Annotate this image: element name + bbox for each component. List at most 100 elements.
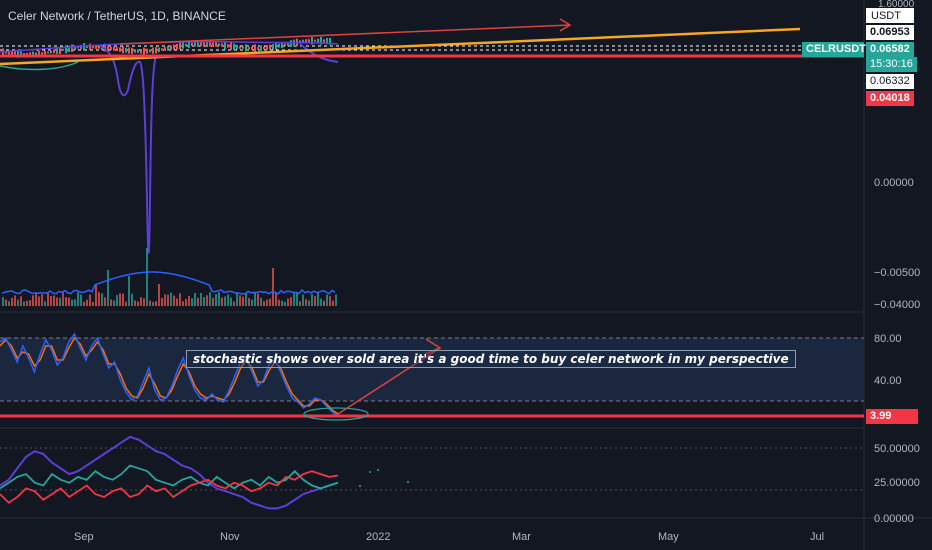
volume-bar bbox=[290, 297, 292, 306]
volume-bar bbox=[155, 301, 157, 306]
candle bbox=[8, 50, 10, 55]
candle bbox=[50, 50, 52, 54]
volume-bar bbox=[278, 299, 280, 306]
volume-bar bbox=[275, 292, 277, 306]
time-label-may: May bbox=[658, 531, 679, 543]
symbol-title[interactable]: Celer Network / TetherUS, 1D, BINANCE bbox=[8, 9, 226, 23]
oversold-ellipse bbox=[303, 407, 369, 421]
volume-bar bbox=[68, 297, 70, 306]
candle bbox=[227, 44, 229, 48]
volume-bar bbox=[74, 299, 76, 306]
volume-bar bbox=[110, 299, 112, 306]
dmi-label-25: 25.00000 bbox=[874, 477, 920, 489]
candle bbox=[131, 47, 133, 55]
candle bbox=[287, 42, 289, 46]
volume-bar bbox=[206, 295, 208, 306]
price-tag-current: 0.06582 bbox=[866, 42, 914, 57]
price-tag-upper: 0.06953 bbox=[866, 25, 914, 40]
volume-bar bbox=[14, 295, 16, 306]
candle bbox=[65, 45, 67, 54]
candle bbox=[215, 42, 217, 47]
volume-bar bbox=[248, 298, 250, 306]
stoch-band bbox=[0, 338, 864, 401]
volume-bar bbox=[182, 301, 184, 306]
volume-bar bbox=[197, 297, 199, 306]
volume-bar bbox=[323, 300, 325, 306]
volume-bar bbox=[65, 297, 67, 306]
candle bbox=[299, 40, 301, 44]
volume-bar bbox=[38, 296, 40, 306]
candle bbox=[251, 46, 253, 50]
time-label-jul: Jul bbox=[810, 531, 824, 543]
candle bbox=[179, 42, 181, 50]
volume-bar bbox=[152, 301, 154, 306]
candle bbox=[320, 36, 322, 45]
volume-bar bbox=[35, 292, 37, 306]
dmi-dots bbox=[359, 469, 409, 487]
candle bbox=[311, 37, 313, 45]
candle bbox=[329, 37, 331, 45]
candle bbox=[68, 45, 70, 52]
volume-bar bbox=[293, 293, 295, 306]
candle bbox=[170, 45, 172, 50]
volume-bar bbox=[122, 293, 124, 306]
candle bbox=[224, 41, 226, 50]
candle bbox=[152, 47, 154, 54]
currency-button[interactable]: USDT bbox=[866, 8, 914, 23]
volume-bar bbox=[245, 292, 247, 306]
stoch-label-40: 40.00 bbox=[874, 375, 902, 387]
candle bbox=[314, 39, 316, 42]
volume-bar bbox=[140, 297, 142, 306]
indicator-curve bbox=[0, 61, 79, 71]
volume-bar bbox=[77, 292, 79, 306]
candle bbox=[80, 45, 82, 50]
candle bbox=[116, 47, 118, 52]
volume-bar bbox=[8, 301, 10, 306]
stoch-label-80: 80.00 bbox=[874, 333, 902, 345]
candle bbox=[278, 43, 280, 48]
candle bbox=[260, 45, 262, 51]
volume-bar bbox=[332, 300, 334, 306]
candle bbox=[245, 44, 247, 52]
volume-bar bbox=[311, 294, 313, 306]
volume-bar bbox=[149, 300, 151, 306]
volume-bar bbox=[269, 298, 271, 306]
volume-bar bbox=[335, 294, 337, 306]
volume-bar bbox=[26, 300, 28, 306]
candle bbox=[236, 44, 238, 50]
arrow-line-top bbox=[119, 24, 571, 45]
candle bbox=[173, 44, 175, 50]
volume-bar bbox=[95, 284, 97, 306]
volume-bar bbox=[215, 294, 217, 306]
volume-bar bbox=[236, 292, 238, 306]
volume-bar bbox=[41, 294, 43, 306]
annotation-text[interactable]: stochastic shows over sold area it's a g… bbox=[186, 350, 796, 368]
volume-bar bbox=[5, 299, 7, 306]
volume-bar bbox=[251, 299, 253, 306]
candle bbox=[167, 46, 169, 51]
time-label-sep: Sep bbox=[74, 531, 94, 543]
volume-bar bbox=[209, 292, 211, 306]
volume-bar bbox=[161, 297, 163, 306]
candle bbox=[62, 48, 64, 51]
candle bbox=[83, 43, 85, 51]
volume-bars bbox=[2, 248, 337, 306]
volume-bar bbox=[116, 295, 118, 306]
candle bbox=[29, 52, 31, 57]
symbol-tag: CELRUSDT bbox=[802, 42, 866, 57]
volume-bar bbox=[317, 292, 319, 306]
candle bbox=[230, 42, 232, 51]
candle bbox=[308, 39, 310, 43]
candle bbox=[32, 51, 34, 57]
volume-bar bbox=[326, 294, 328, 306]
candle bbox=[44, 50, 46, 56]
dmi-label-0: 0.00000 bbox=[874, 513, 914, 525]
candle bbox=[182, 42, 184, 49]
volume-bar bbox=[299, 301, 301, 306]
arrow-line-stoch bbox=[337, 347, 441, 415]
countdown-tag: 15:30:16 bbox=[866, 57, 917, 72]
volume-bar bbox=[254, 292, 256, 306]
volume-bar bbox=[227, 294, 229, 306]
volume-bar bbox=[134, 300, 136, 306]
